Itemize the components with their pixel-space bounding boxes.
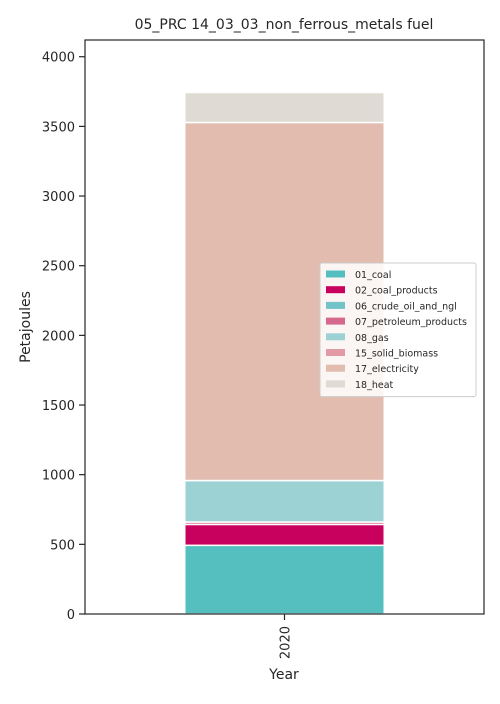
legend-entry: 07_petroleum_products: [355, 317, 467, 328]
y-tick-label: 3500: [42, 120, 75, 135]
bar-segment-02-coal-products: [184, 523, 385, 547]
legend-entry: 01_coal: [355, 270, 391, 281]
y-axis: 0 500 1000 1500 2000 2500 3000 3500 4000: [42, 51, 85, 623]
legend-box: [319, 262, 477, 398]
y-tick-label: 1000: [42, 469, 75, 484]
y-tick-label: 2000: [42, 329, 75, 344]
legend-swatch: [326, 301, 345, 309]
y-tick-label: 500: [50, 538, 75, 553]
bar-segment-08-gas: [184, 479, 385, 523]
legend-swatch: [326, 364, 345, 372]
legend: 01_coal 02_coal_products 06_crude_oil_and_…: [319, 262, 477, 398]
legend-entry: 06_crude_oil_and_ngl: [355, 301, 457, 312]
bar-stack: [184, 91, 385, 615]
x-axis-label: Year: [268, 667, 299, 683]
bar-segment-01-coal: [184, 544, 385, 615]
plot-frame: [84, 39, 485, 615]
y-tick-label: 0: [67, 608, 75, 623]
legend-swatch: [326, 380, 345, 388]
y-tick-label: 3000: [42, 190, 75, 205]
legend-swatch: [326, 349, 345, 356]
legend-swatch: [326, 286, 345, 294]
legend-swatch: [326, 333, 345, 341]
y-axis-label: Petajoules: [18, 291, 34, 363]
x-axis: 2020: [279, 614, 294, 659]
legend-swatch: [326, 270, 345, 278]
legend-entry: 08_gas: [355, 333, 389, 344]
legend-entry: 02_coal_products: [355, 286, 438, 297]
bar-segment-18-heat: [184, 91, 385, 124]
y-tick-label: 2500: [42, 260, 75, 275]
x-tick-label: 2020: [279, 626, 294, 659]
legend-swatch: [326, 317, 345, 325]
y-tick-label: 1500: [42, 399, 75, 414]
y-tick-label: 4000: [42, 51, 75, 66]
chart-title: 05_PRC 14_03_03_non_ferrous_metals fuel: [135, 17, 434, 33]
legend-entry: 17_electricity: [355, 364, 419, 375]
legend-entry: 15_solid_biomass: [355, 349, 438, 360]
legend-entry: 18_heat: [355, 380, 394, 391]
